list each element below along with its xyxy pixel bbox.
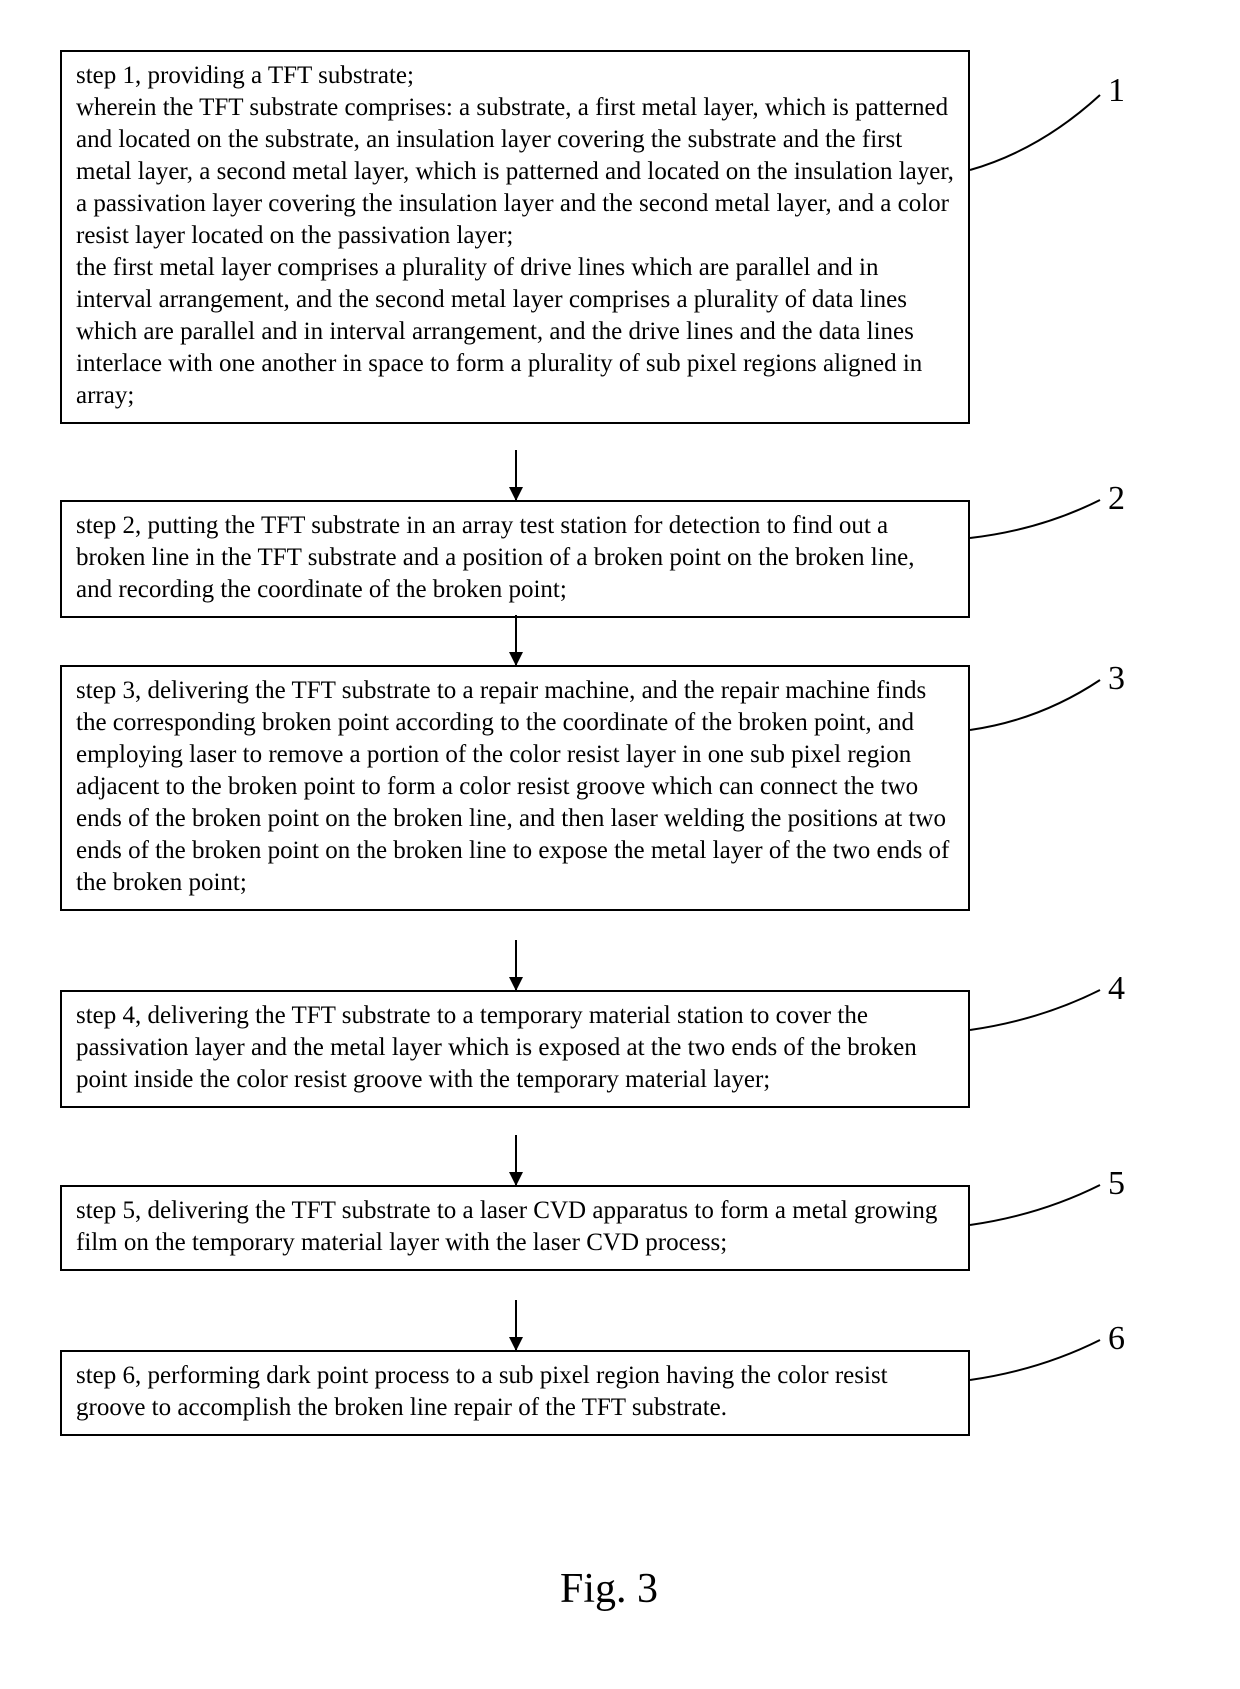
arrow-4-5 xyxy=(515,1135,517,1185)
figure-caption: Fig. 3 xyxy=(560,1565,658,1613)
flowchart-canvas: step 1, providing a TFT substrate;wherei… xyxy=(0,0,1240,1689)
step-4-label: 4 xyxy=(1108,970,1125,1008)
arrow-3-4 xyxy=(515,940,517,990)
step-1-label: 1 xyxy=(1108,72,1125,110)
step-3-text: step 3, delivering the TFT substrate to … xyxy=(76,677,949,896)
step-5-box: step 5, delivering the TFT substrate to … xyxy=(60,1185,970,1271)
step-3-label: 3 xyxy=(1108,660,1125,698)
step-4-box: step 4, delivering the TFT substrate to … xyxy=(60,990,970,1108)
step-2-box: step 2, putting the TFT substrate in an … xyxy=(60,500,970,618)
step-6-text: step 6, performing dark point process to… xyxy=(76,1362,888,1421)
step-1-text: step 1, providing a TFT substrate;wherei… xyxy=(76,62,954,409)
step-3-box: step 3, delivering the TFT substrate to … xyxy=(60,665,970,911)
step-5-text: step 5, delivering the TFT substrate to … xyxy=(76,1197,937,1256)
step-6-label: 6 xyxy=(1108,1320,1125,1358)
step-6-box: step 6, performing dark point process to… xyxy=(60,1350,970,1436)
step-2-label: 2 xyxy=(1108,480,1125,518)
arrow-2-3 xyxy=(515,615,517,665)
step-4-text: step 4, delivering the TFT substrate to … xyxy=(76,1002,917,1093)
arrow-5-6 xyxy=(515,1300,517,1350)
step-1-box: step 1, providing a TFT substrate;wherei… xyxy=(60,50,970,424)
arrow-1-2 xyxy=(515,450,517,500)
step-5-label: 5 xyxy=(1108,1165,1125,1203)
step-2-text: step 2, putting the TFT substrate in an … xyxy=(76,512,915,603)
